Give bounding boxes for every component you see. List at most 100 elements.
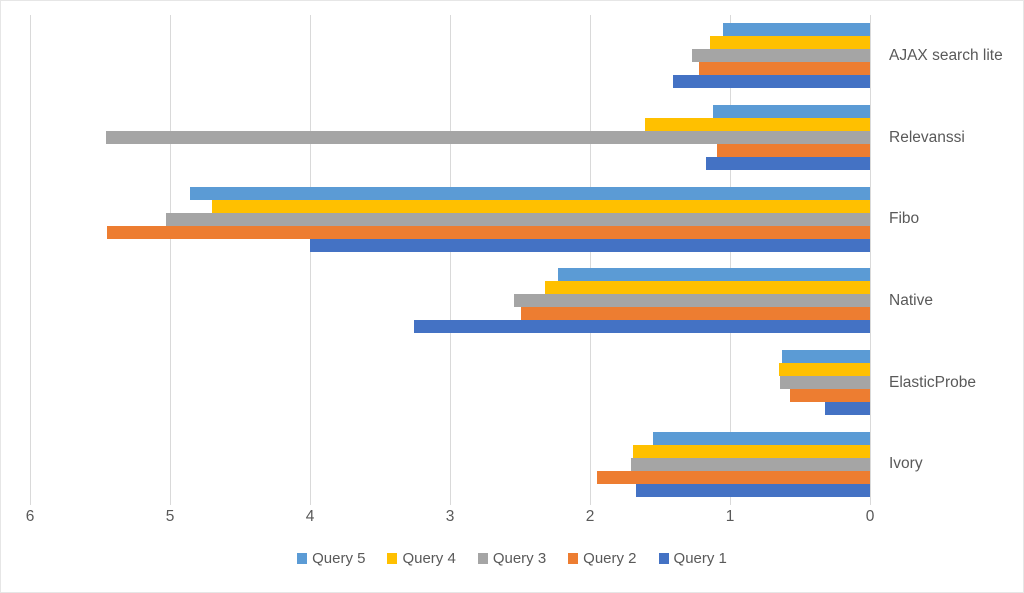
bar-fill bbox=[692, 49, 870, 63]
bar[interactable] bbox=[30, 36, 870, 50]
category-label: Relevanssi bbox=[889, 128, 965, 146]
bar-fill bbox=[189, 186, 870, 200]
bar[interactable] bbox=[30, 268, 870, 282]
bar-group bbox=[30, 105, 870, 170]
bar[interactable] bbox=[30, 118, 870, 131]
bar-fill bbox=[212, 199, 870, 213]
bar-fill bbox=[521, 307, 870, 321]
bar[interactable] bbox=[30, 307, 870, 321]
bar-group bbox=[30, 350, 870, 415]
category-label: Ivory bbox=[889, 455, 923, 473]
x-axis-tick-3: 3 bbox=[445, 508, 455, 525]
bar-fill bbox=[165, 212, 870, 226]
bar[interactable] bbox=[30, 49, 870, 63]
plot-area bbox=[30, 15, 871, 505]
bar[interactable] bbox=[30, 363, 870, 376]
bar[interactable] bbox=[30, 144, 870, 157]
bar-fill bbox=[633, 444, 870, 458]
bar-fill bbox=[779, 363, 870, 376]
category-label: Fibo bbox=[889, 210, 920, 228]
gridline-5 bbox=[170, 15, 171, 505]
category-label: Native bbox=[889, 291, 933, 309]
bar[interactable] bbox=[30, 281, 870, 295]
x-axis-tick-1: 1 bbox=[725, 508, 735, 525]
bar[interactable] bbox=[30, 199, 870, 213]
legend-label: Query 2 bbox=[583, 550, 637, 567]
legend-item[interactable]: Query 1 bbox=[658, 551, 727, 566]
bar-fill bbox=[781, 350, 870, 363]
value-axis-labels: 6 5 4 3 2 1 0 bbox=[1, 508, 1023, 535]
legend-item[interactable]: Query 5 bbox=[297, 551, 365, 566]
chart-legend: Query 5 Query 4 Query 3 Query 2 Query 1 bbox=[1, 551, 1023, 566]
x-axis-tick-4: 4 bbox=[305, 508, 315, 525]
bar-fill bbox=[825, 402, 870, 415]
x-axis-tick-0: 0 bbox=[865, 508, 875, 525]
legend-label: Query 3 bbox=[492, 550, 547, 567]
bar[interactable] bbox=[30, 483, 870, 497]
bar[interactable] bbox=[30, 294, 870, 308]
legend-label: Query 4 bbox=[402, 550, 456, 567]
gridline-1 bbox=[730, 15, 731, 505]
bar[interactable] bbox=[30, 444, 870, 458]
x-axis-tick-5: 5 bbox=[165, 508, 175, 525]
gridline-6 bbox=[30, 15, 31, 505]
bar-fill bbox=[310, 238, 870, 252]
bar[interactable] bbox=[30, 23, 870, 37]
bar-fill bbox=[636, 483, 870, 497]
bar[interactable] bbox=[30, 389, 870, 402]
bar[interactable] bbox=[30, 376, 870, 389]
bar[interactable] bbox=[30, 105, 870, 118]
bar[interactable] bbox=[30, 350, 870, 363]
legend-swatch-icon bbox=[658, 553, 669, 564]
legend-swatch-icon bbox=[387, 553, 398, 564]
bar-fill bbox=[653, 431, 870, 445]
x-axis-tick-6: 6 bbox=[25, 508, 35, 525]
bar[interactable] bbox=[30, 212, 870, 226]
gridline-0 bbox=[870, 15, 871, 505]
category-label: AJAX search lite bbox=[889, 46, 1003, 64]
bar-fill bbox=[630, 457, 870, 471]
bar-fill bbox=[545, 281, 870, 295]
gridline-4 bbox=[310, 15, 311, 505]
legend-swatch-icon bbox=[568, 553, 579, 564]
gridline-2 bbox=[590, 15, 591, 505]
gridline-3 bbox=[450, 15, 451, 505]
bar-group bbox=[30, 186, 870, 252]
bar-fill bbox=[413, 320, 870, 334]
legend-item[interactable]: Query 3 bbox=[477, 550, 547, 567]
bar-fill bbox=[717, 144, 870, 157]
bar[interactable] bbox=[30, 131, 870, 144]
bar-fill bbox=[790, 389, 870, 402]
legend-item[interactable]: Query 4 bbox=[387, 550, 456, 567]
bar[interactable] bbox=[30, 75, 870, 89]
legend-item[interactable]: Query 2 bbox=[568, 550, 637, 567]
bar-group bbox=[30, 268, 870, 334]
bar[interactable] bbox=[30, 431, 870, 445]
bar-group bbox=[30, 431, 870, 497]
bar-fill bbox=[706, 157, 870, 170]
legend-swatch-icon bbox=[477, 553, 488, 564]
bar-fill bbox=[557, 268, 870, 282]
bar-fill bbox=[699, 62, 870, 76]
x-axis-tick-2: 2 bbox=[585, 508, 595, 525]
bar-fill bbox=[710, 36, 870, 50]
bar[interactable] bbox=[30, 320, 870, 334]
bar[interactable] bbox=[30, 402, 870, 415]
bar[interactable] bbox=[30, 238, 870, 252]
bar-fill bbox=[644, 118, 870, 131]
bar[interactable] bbox=[30, 62, 870, 76]
bar-fill bbox=[105, 131, 870, 144]
legend-swatch-icon bbox=[297, 553, 308, 564]
bar-fill bbox=[107, 225, 870, 239]
bar[interactable] bbox=[30, 457, 870, 471]
bar[interactable] bbox=[30, 470, 870, 484]
bar[interactable] bbox=[30, 186, 870, 200]
bar-fill bbox=[514, 294, 870, 308]
bar-fill bbox=[597, 470, 870, 484]
bar-fill bbox=[713, 105, 870, 118]
bar[interactable] bbox=[30, 157, 870, 170]
bar-fill bbox=[723, 23, 870, 37]
bar-group bbox=[30, 23, 870, 89]
bar[interactable] bbox=[30, 225, 870, 239]
